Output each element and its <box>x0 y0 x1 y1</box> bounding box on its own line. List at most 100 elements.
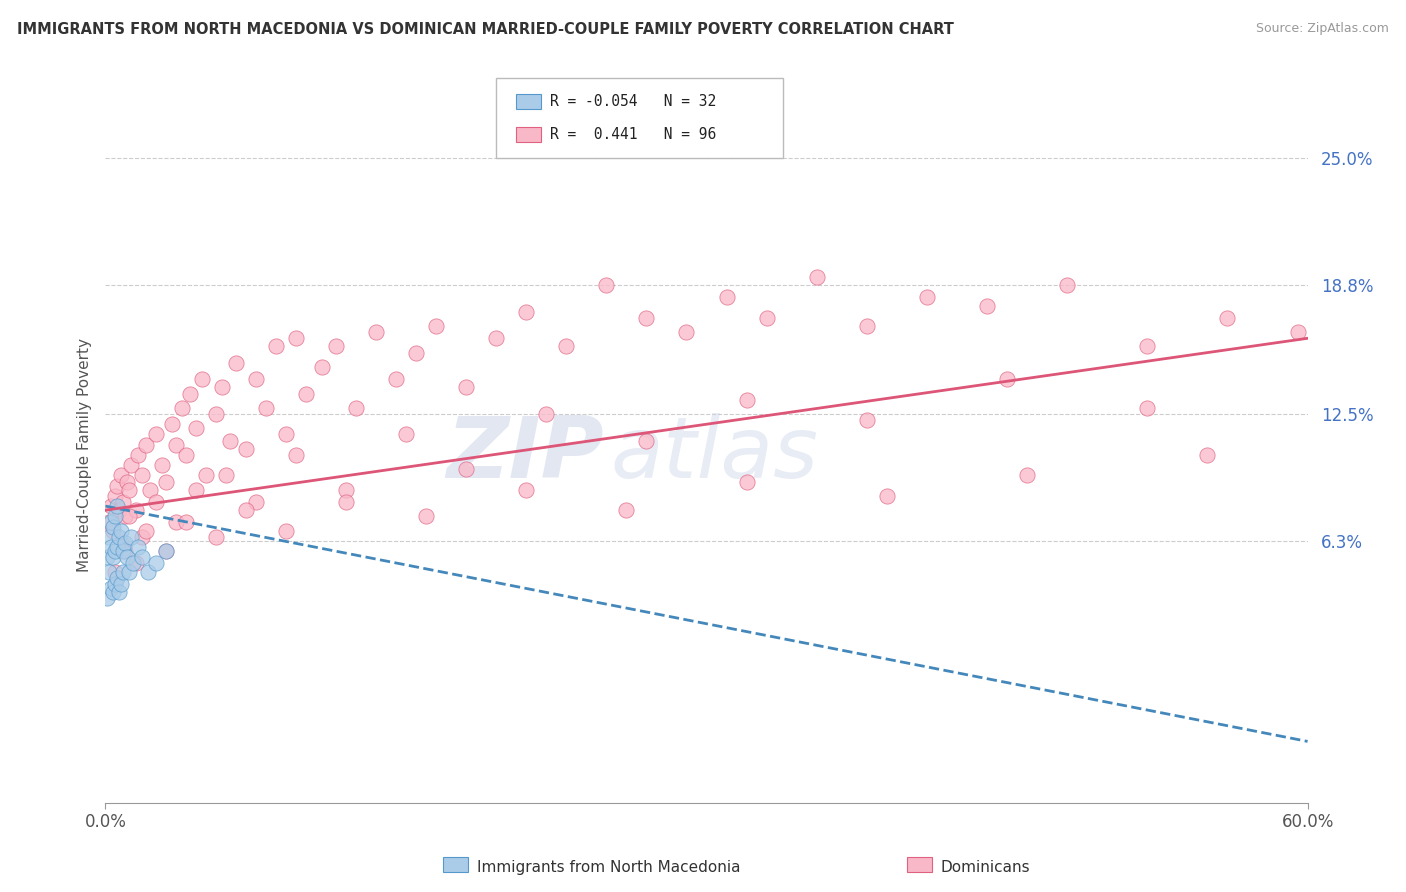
Point <box>284 331 307 345</box>
Point <box>100 581 122 595</box>
Point <box>98 516 121 530</box>
Point <box>127 448 149 462</box>
Point <box>108 585 131 599</box>
Point <box>636 310 658 325</box>
Point <box>254 401 277 415</box>
Point <box>135 524 157 538</box>
Point <box>264 339 287 353</box>
Point <box>98 565 121 579</box>
Point <box>395 427 418 442</box>
Point <box>103 550 125 565</box>
Point <box>225 356 247 370</box>
Point <box>454 380 477 394</box>
Point <box>131 468 153 483</box>
Point <box>131 530 153 544</box>
Point <box>218 434 240 448</box>
Point <box>174 516 197 530</box>
Point <box>103 519 125 533</box>
Point <box>364 325 387 339</box>
Point <box>616 503 638 517</box>
Point <box>114 509 136 524</box>
Point <box>170 401 193 415</box>
Point <box>103 524 125 538</box>
Point <box>118 565 141 579</box>
Point <box>107 571 129 585</box>
Point <box>675 325 697 339</box>
Point <box>534 407 557 421</box>
Point <box>145 427 167 442</box>
Point <box>806 269 828 284</box>
Point <box>204 407 226 421</box>
Point <box>335 483 357 497</box>
Point <box>274 427 297 442</box>
Point <box>117 475 139 489</box>
Point <box>100 516 122 530</box>
Point <box>122 557 145 571</box>
Y-axis label: Married-Couple Family Poverty: Married-Couple Family Poverty <box>76 338 91 572</box>
Text: Dominicans: Dominicans <box>941 860 1031 874</box>
Point <box>150 458 173 472</box>
Point <box>716 290 738 304</box>
Point <box>915 290 938 304</box>
Point <box>274 524 297 538</box>
Point <box>110 536 132 550</box>
Point <box>103 585 125 599</box>
Point <box>235 503 257 517</box>
Point <box>135 438 157 452</box>
Text: R = -0.054   N = 32: R = -0.054 N = 32 <box>550 95 716 109</box>
Point <box>165 516 187 530</box>
Text: Immigrants from North Macedonia: Immigrants from North Macedonia <box>477 860 740 874</box>
Point <box>136 565 159 579</box>
Point <box>385 372 408 386</box>
Point <box>515 483 537 497</box>
Point <box>325 339 347 353</box>
Point <box>415 509 437 524</box>
Point <box>121 530 143 544</box>
Point <box>245 372 267 386</box>
Point <box>595 278 617 293</box>
Point <box>127 540 149 554</box>
Point <box>145 495 167 509</box>
Point <box>555 339 578 353</box>
Point <box>245 495 267 509</box>
Point <box>211 380 233 394</box>
Point <box>112 565 135 579</box>
Text: atlas: atlas <box>610 413 818 497</box>
Point <box>515 304 537 318</box>
Point <box>405 345 427 359</box>
Point <box>165 438 187 452</box>
Point <box>335 495 357 509</box>
Point <box>311 359 333 374</box>
Point <box>114 536 136 550</box>
Point <box>108 503 131 517</box>
Point <box>104 509 127 524</box>
Point <box>104 544 127 558</box>
Point <box>179 386 201 401</box>
Point <box>1136 401 1159 415</box>
Text: ZIP: ZIP <box>447 413 605 497</box>
Point <box>184 421 207 435</box>
Point <box>976 299 998 313</box>
Point <box>104 565 127 579</box>
Point <box>1017 468 1039 483</box>
Point <box>145 557 167 571</box>
Point <box>104 489 127 503</box>
Point <box>1136 339 1159 353</box>
Point <box>110 468 132 483</box>
Point <box>100 499 122 513</box>
Point <box>636 434 658 448</box>
Point <box>121 458 143 472</box>
Point <box>425 318 447 333</box>
Point <box>190 372 212 386</box>
Point <box>118 483 141 497</box>
Point <box>1286 325 1309 339</box>
Point <box>98 530 121 544</box>
Point <box>855 413 877 427</box>
Point <box>96 550 118 565</box>
Point <box>855 318 877 333</box>
Point <box>735 392 758 407</box>
Point <box>876 489 898 503</box>
Point <box>107 499 129 513</box>
Point <box>155 544 177 558</box>
Point <box>124 503 146 517</box>
